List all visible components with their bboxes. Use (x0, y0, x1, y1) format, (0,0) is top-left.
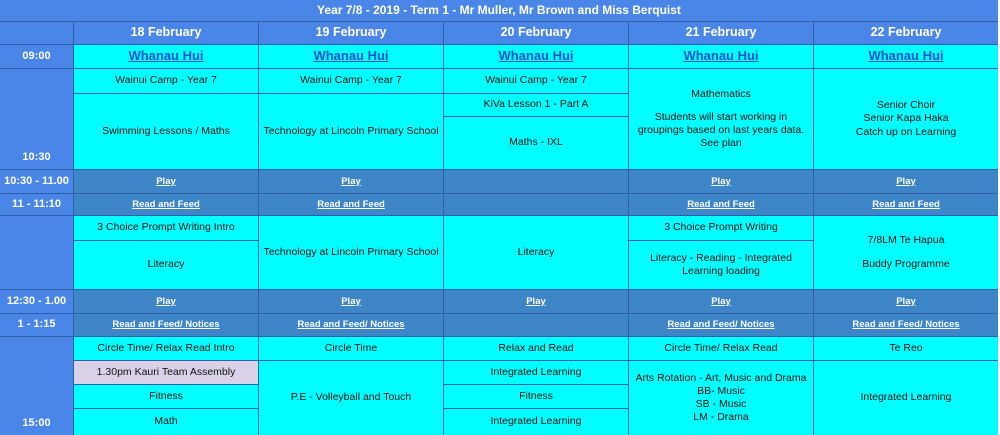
link[interactable]: Whanau Hui (629, 45, 813, 68)
lesson: Circle Time/ Relax Read Intro (74, 337, 258, 360)
break-link[interactable]: Play (74, 170, 258, 193)
break-blank (444, 194, 628, 215)
lesson: Integrated Learning (444, 409, 628, 435)
lesson: Wainui Camp - Year 7 (259, 69, 443, 93)
break-link[interactable]: Play (814, 170, 998, 193)
lesson: Te Reo (814, 337, 998, 360)
lesson: 7/8LM Te Hapua Buddy Programme (814, 216, 998, 289)
line: Mathematics (691, 87, 751, 100)
break-link[interactable]: Play (629, 290, 813, 313)
line: SB - Music (695, 398, 747, 410)
lesson: Technology at Lincoln Primary School (259, 94, 443, 169)
lesson: Integrated Learning (444, 361, 628, 384)
time: 1 - 1:15 (0, 314, 73, 336)
line: Senior Kapa Haka (863, 112, 949, 125)
break-link[interactable]: Read and Feed/ Notices (74, 314, 258, 336)
line: BB- Music (697, 384, 745, 397)
lesson: 3 Choice Prompt Writing Intro (74, 216, 258, 240)
time: 11 - 11:10 (0, 194, 73, 215)
day-header: 18 February (74, 22, 258, 44)
break-link[interactable]: Play (74, 290, 258, 313)
day-header: 19 February (259, 22, 443, 44)
lesson: Math (74, 409, 258, 435)
time: 10:30 - 11.00 (0, 170, 73, 193)
lesson: Fitness (444, 385, 628, 408)
lesson: Maths - IXL (444, 117, 628, 169)
break-link[interactable]: Play (814, 290, 998, 313)
lesson: Literacy (444, 216, 628, 289)
break-link[interactable]: Read and Feed (629, 194, 813, 215)
break-blank (444, 314, 628, 336)
line: 7/8LM Te Hapua (867, 234, 945, 247)
line: Buddy Programme (862, 257, 950, 270)
break-link[interactable]: Read and Feed (814, 194, 998, 215)
lesson: Circle Time/ Relax Read (629, 337, 813, 360)
line: LM - Drama (693, 411, 749, 424)
break-blank (444, 170, 628, 193)
lesson: Fitness (74, 385, 258, 408)
lesson: Swimming Lessons / Maths (74, 94, 258, 169)
link[interactable]: Whanau Hui (814, 45, 998, 68)
lesson: P.E - Volleyball and Touch (259, 361, 443, 435)
break-link[interactable]: Read and Feed (74, 194, 258, 215)
time: 09:00 (0, 45, 73, 68)
title: Year 7/8 - 2019 - Term 1 - Mr Muller, Mr… (0, 0, 998, 21)
break-link[interactable]: Play (259, 170, 443, 193)
event: 1.30pm Kauri Team Assembly (74, 361, 258, 384)
break-link[interactable]: Read and Feed (259, 194, 443, 215)
line: Senior Choir (876, 99, 936, 112)
time: 10:30 (0, 69, 73, 169)
lesson: Senior Choir Senior Kapa Haka Catch up o… (814, 69, 998, 169)
time: 12:30 - 1.00 (0, 290, 73, 313)
lesson: KiVa Lesson 1 - Part A (444, 94, 628, 116)
lesson: Arts Rotation - Art, Music and Drama BB-… (629, 361, 813, 435)
break-link[interactable]: Play (259, 290, 443, 313)
lesson: Wainui Camp - Year 7 (444, 69, 628, 93)
lesson: Technology at Lincoln Primary School (259, 216, 443, 289)
link[interactable]: Whanau Hui (74, 45, 258, 68)
line: Students will start working in groupings… (637, 110, 805, 150)
line: Arts Rotation - Art, Music and Drama (635, 371, 807, 384)
lesson: Literacy - Reading - Integrated Learning… (629, 241, 813, 289)
break-link[interactable]: Read and Feed/ Notices (259, 314, 443, 336)
lesson: Mathematics Students will start working … (629, 69, 813, 169)
link[interactable]: Whanau Hui (444, 45, 628, 68)
time-blank (0, 216, 73, 289)
day-header: 22 February (814, 22, 998, 44)
break-link[interactable]: Play (629, 170, 813, 193)
lesson: 3 Choice Prompt Writing (629, 216, 813, 240)
lesson: Relax and Read (444, 337, 628, 360)
link[interactable]: Whanau Hui (259, 45, 443, 68)
lesson: Integrated Learning (814, 361, 998, 435)
lesson: Circle Time (259, 337, 443, 360)
day-header: 20 February (444, 22, 628, 44)
break-link[interactable]: Read and Feed/ Notices (629, 314, 813, 336)
lesson: Wainui Camp - Year 7 (74, 69, 258, 93)
lesson: Literacy (74, 241, 258, 289)
day-header: 21 February (629, 22, 813, 44)
corner (0, 22, 73, 44)
break-link[interactable]: Read and Feed/ Notices (814, 314, 998, 336)
line: Catch up on Learning (855, 125, 957, 138)
time: 15:00 (0, 337, 73, 435)
break-link[interactable]: Play (444, 290, 628, 313)
